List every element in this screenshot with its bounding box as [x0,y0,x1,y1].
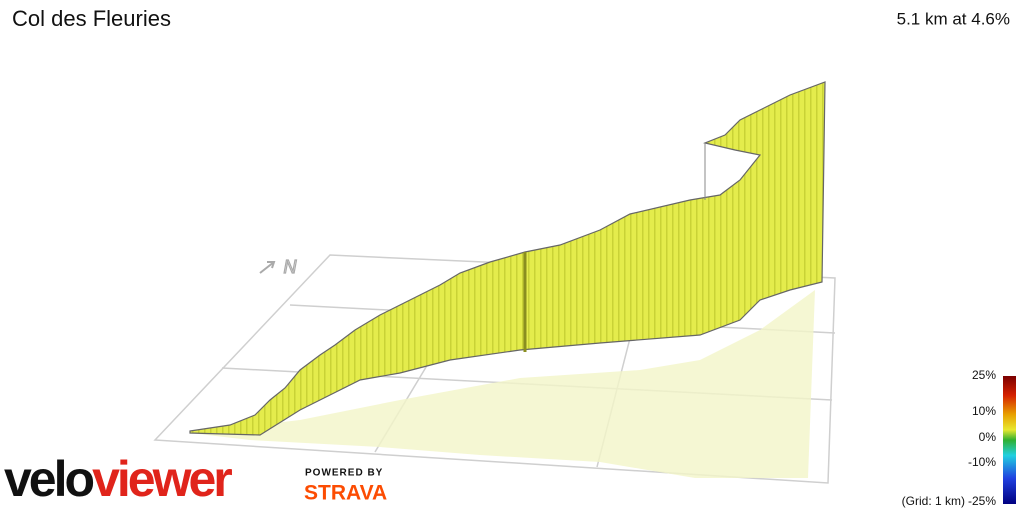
scale-label: -10% [968,455,996,469]
profile-shadow [190,290,815,478]
scale-label: 0% [979,430,997,444]
compass-arrow [259,261,276,274]
summary: 5.1 km at 4.6% [897,9,1010,28]
grid-note: (Grid: 1 km) [902,494,965,508]
logo-part: velo [4,451,94,507]
logo-part: viewer [92,451,232,507]
strava-logo: STRAVA [304,482,387,505]
scale-label: 25% [972,368,996,382]
powered-by: POWERED BY [305,468,383,479]
title: Col des Fleuries [12,6,171,31]
elevation-wall [189,81,826,436]
gradient-colorbar [1003,376,1016,504]
scale-label: -25% [968,494,996,508]
scale-label: 10% [972,404,996,418]
logo: veloviewer [4,451,232,507]
compass-label: N [284,257,298,277]
